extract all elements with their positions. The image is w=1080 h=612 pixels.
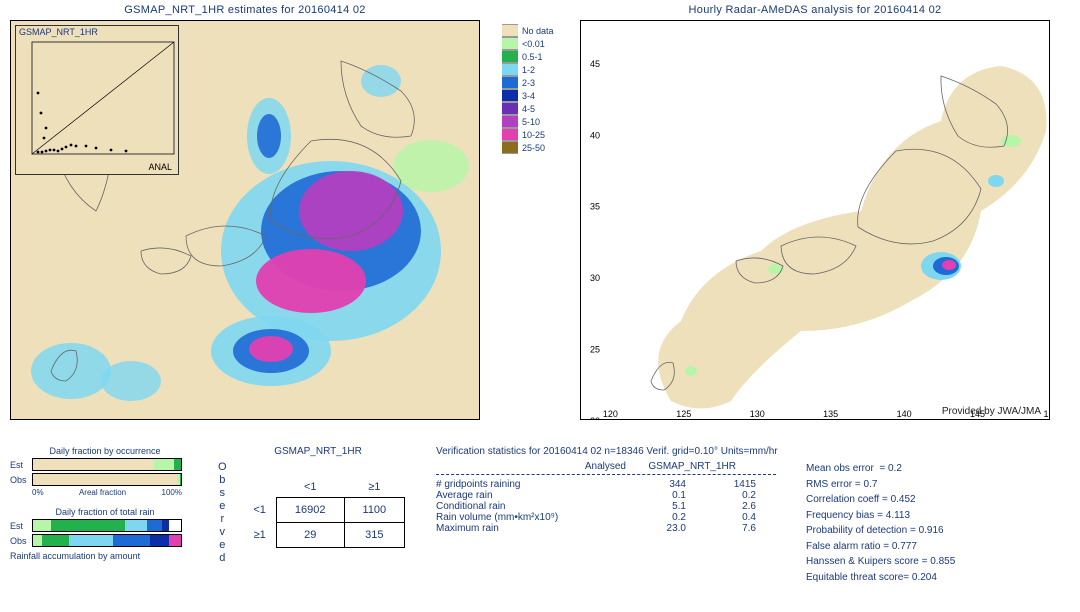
legend-label: 3-4 <box>518 91 535 101</box>
cap-r: 100% <box>162 488 182 497</box>
svg-text:120: 120 <box>603 409 618 419</box>
rain-bars-title: Daily fraction of total rain <box>10 507 200 517</box>
legend-row: No data <box>502 24 574 37</box>
legend-label: No data <box>518 26 554 36</box>
row-obs: Obs <box>10 475 32 485</box>
legend-swatch <box>502 128 518 141</box>
cap-m: Areal fraction <box>79 488 126 497</box>
legend-row: <0.01 <box>502 37 574 50</box>
color-legend: No data <0.01 0.5-1 1-2 2-3 3-4 4-5 5-10 10-25 25… <box>502 24 574 154</box>
inset-svg <box>16 38 178 172</box>
legend-row: 0.5-1 <box>502 50 574 63</box>
bar-occ-obs <box>32 473 182 486</box>
stats-pair-rows: # gridpoints raining3441415Average rain0… <box>436 479 776 534</box>
legend-row: 25-50 <box>502 141 574 154</box>
bar-rain-est <box>32 519 182 532</box>
inset-scatter: GSMAP_NRT_1HR ANAL <box>15 25 179 175</box>
left-map-title: GSMAP_NRT_1HR estimates for 20160414 02 <box>10 4 480 16</box>
stats-metrics: Mean obs error = 0.2 RMS error = 0.7 Cor… <box>806 461 955 585</box>
svg-text:25: 25 <box>590 345 600 355</box>
fraction-bars: Daily fraction by occurrence Est Obs 0% … <box>10 446 200 585</box>
svg-text:125: 125 <box>676 409 691 419</box>
legend-swatch <box>502 89 518 102</box>
svg-text:30: 30 <box>590 273 600 283</box>
legend-swatch <box>502 115 518 128</box>
legend-swatch <box>502 63 518 76</box>
occ-bars-title: Daily fraction by occurrence <box>10 446 200 456</box>
right-map: 120125130135140145150202530354045 Provid… <box>580 20 1050 420</box>
stats-left-col: Analysed GSMAP_NRT_1HR # gridpoints rain… <box>436 461 776 585</box>
contingency-table: <1≥1<1169021100≥129315 <box>243 477 405 548</box>
stats-row: Average rain0.10.2 <box>436 490 776 501</box>
stats-row: Maximum rain23.07.6 <box>436 523 776 534</box>
legend-row: 10-25 <box>502 128 574 141</box>
svg-text:45: 45 <box>590 59 600 69</box>
stats-row: # gridpoints raining3441415 <box>436 479 776 490</box>
legend-label: 2-3 <box>518 78 535 88</box>
cap-l: 0% <box>32 488 44 497</box>
legend-label: 0.5-1 <box>518 52 543 62</box>
top-row: GSMAP_NRT_1HR estimates for 20160414 02 <box>0 0 1080 420</box>
inset-title: GSMAP_NRT_1HR <box>16 26 178 38</box>
hdr-model: GSMAP_NRT_1HR <box>626 461 736 472</box>
legend-label: 1-2 <box>518 65 535 75</box>
stats-row: Conditional rain5.12.6 <box>436 501 776 512</box>
svg-text:35: 35 <box>590 202 600 212</box>
left-map-panel: GSMAP_NRT_1HR estimates for 20160414 02 <box>10 4 480 420</box>
bars-footer: Rainfall accumulation by amount <box>10 551 200 561</box>
row-est: Est <box>10 460 32 470</box>
legend-row: 5-10 <box>502 115 574 128</box>
legend-swatch <box>502 102 518 115</box>
stats-row: Rain volume (mm•km²x10⁹)0.20.4 <box>436 512 776 523</box>
legend-label: 5-10 <box>518 117 540 127</box>
hdr-analysed: Analysed <box>436 461 626 472</box>
legend-swatch <box>502 50 518 63</box>
right-map-title: Hourly Radar-AMeDAS analysis for 2016041… <box>580 4 1050 16</box>
legend-row: 4-5 <box>502 102 574 115</box>
observed-label: Observed <box>218 461 227 564</box>
legend-swatch <box>502 76 518 89</box>
right-map-panel: Hourly Radar-AMeDAS analysis for 2016041… <box>580 4 1050 420</box>
svg-text:130: 130 <box>750 409 765 419</box>
legend-swatch <box>502 141 518 154</box>
inset-xlabel: ANAL <box>148 162 172 172</box>
bar-rain-obs <box>32 534 182 547</box>
map-credit: Provided by JWA/JMA <box>942 406 1041 417</box>
svg-text:135: 135 <box>823 409 838 419</box>
legend-row: 2-3 <box>502 76 574 89</box>
legend-label: <0.01 <box>518 39 545 49</box>
svg-text:140: 140 <box>897 409 912 419</box>
left-map: GSMAP_NRT_1HR ANAL <box>10 20 480 420</box>
ctable-title: GSMAP_NRT_1HR <box>218 446 418 457</box>
legend-row: 1-2 <box>502 63 574 76</box>
svg-text:40: 40 <box>590 130 600 140</box>
bottom-row: Daily fraction by occurrence Est Obs 0% … <box>0 440 1080 585</box>
legend-label: 10-25 <box>518 130 545 140</box>
legend-swatch <box>502 37 518 50</box>
legend-label: 4-5 <box>518 104 535 114</box>
stats-title: Verification statistics for 20160414 02 … <box>436 446 1070 457</box>
stats-divider <box>436 474 776 475</box>
contingency-block: GSMAP_NRT_1HR Observed <1≥1<1169021100≥1… <box>218 446 418 585</box>
legend-swatch <box>502 24 518 37</box>
bar-occ-est <box>32 458 182 471</box>
svg-text:20: 20 <box>590 416 600 420</box>
stats-block: Verification statistics for 20160414 02 … <box>436 446 1070 585</box>
legend-label: 25-50 <box>518 143 545 153</box>
svg-text:150: 150 <box>1043 409 1050 419</box>
row-obs-2: Obs <box>10 536 32 546</box>
right-map-svg: 120125130135140145150202530354045 <box>581 21 1050 420</box>
legend-row: 3-4 <box>502 89 574 102</box>
row-est-2: Est <box>10 521 32 531</box>
